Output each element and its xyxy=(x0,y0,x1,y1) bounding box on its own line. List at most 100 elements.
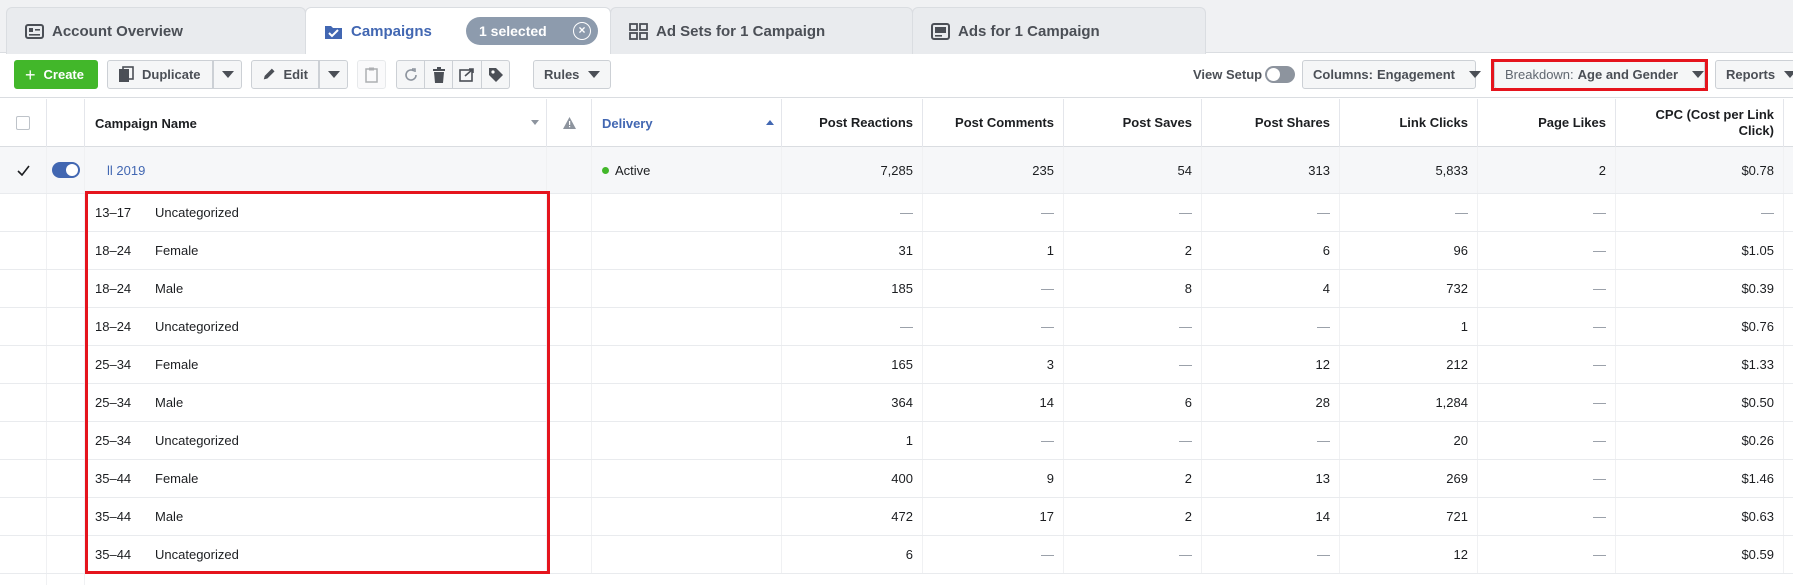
post-comments-cell: — xyxy=(923,422,1064,459)
column-header-post-shares[interactable]: Post Shares xyxy=(1202,99,1340,147)
tab-label: Ad Sets for 1 Campaign xyxy=(656,22,826,40)
page-likes-cell: — xyxy=(1478,270,1616,307)
warning-cell xyxy=(547,270,592,307)
age-range: 25–34 xyxy=(95,433,132,448)
column-header-post-reactions[interactable]: Post Reactions xyxy=(782,99,923,147)
view-setup-toggle[interactable] xyxy=(1265,66,1295,83)
tab-bar: Account Overview Ad Sets for 1 Campaign … xyxy=(0,0,1793,54)
column-header-delivery[interactable]: Delivery xyxy=(592,99,782,147)
link-clicks-cell: 96 xyxy=(1340,232,1478,269)
column-header-page-likes[interactable]: Page Likes xyxy=(1478,99,1616,147)
post-shares-cell: — xyxy=(1202,308,1340,345)
post-shares-cell: — xyxy=(1202,536,1340,573)
post-comments-cell: — xyxy=(923,194,1064,231)
breakdown-row: 18–24 Female 31 1 2 6 96— $1.05 xyxy=(0,232,1793,270)
column-header-link-clicks[interactable]: Link Clicks xyxy=(1340,99,1478,147)
gender: Uncategorized xyxy=(155,433,239,448)
tag-button[interactable] xyxy=(481,60,510,89)
post-saves-cell: 2 xyxy=(1064,232,1202,269)
page-likes-cell: — xyxy=(1478,460,1616,497)
select-all-checkbox[interactable] xyxy=(16,116,30,130)
export-button[interactable] xyxy=(452,60,481,89)
delivery-cell xyxy=(592,194,782,231)
post-comments-cell: 235 xyxy=(923,147,1064,193)
row-toggle-cell xyxy=(47,498,85,535)
selection-pill[interactable]: 1 selected × xyxy=(466,17,598,45)
post-shares-cell: 28 xyxy=(1202,384,1340,421)
column-header-label: Post Saves xyxy=(1122,115,1192,130)
campaign-on-off-toggle[interactable] xyxy=(51,162,80,178)
campaign-row[interactable]: ll 2019 Active 7,285 235 54 313 5,833 2 … xyxy=(0,147,1793,194)
edit-dropdown-button[interactable] xyxy=(319,60,348,89)
reports-label: Reports xyxy=(1726,67,1776,82)
column-header-post-comments[interactable]: Post Comments xyxy=(923,99,1064,147)
post-shares-cell: — xyxy=(1202,422,1340,459)
cpc-cell: — xyxy=(1616,194,1784,231)
duplicate-dropdown-button[interactable] xyxy=(213,60,242,89)
breakdown-dropdown[interactable]: Breakdown: Age and Gender xyxy=(1494,60,1705,89)
post-reactions-cell: 472 xyxy=(782,498,923,535)
warning-cell xyxy=(547,147,592,193)
age-range: 18–24 xyxy=(95,319,132,334)
duplicate-button[interactable]: Duplicate xyxy=(107,60,213,89)
clear-selection-icon[interactable]: × xyxy=(573,22,591,40)
tab-label: Account Overview xyxy=(52,22,183,40)
segment-name-cell: 25–34 Female xyxy=(85,346,547,383)
column-header-cpc[interactable]: CPC (Cost per Link Click) xyxy=(1616,99,1784,147)
plus-icon: + xyxy=(25,64,36,85)
clipboard-button[interactable] xyxy=(357,60,386,89)
post-comments-cell: — xyxy=(923,270,1064,307)
active-status-dot xyxy=(602,166,609,174)
row-select-cell xyxy=(0,232,47,269)
columns-dropdown[interactable]: Columns: Engagement xyxy=(1302,60,1481,89)
checkmark-icon[interactable] xyxy=(16,165,30,176)
column-header-campaign-name[interactable]: Campaign Name xyxy=(85,99,547,147)
edit-button[interactable]: Edit xyxy=(251,60,319,89)
delivery-cell xyxy=(592,308,782,345)
sort-indicator-icon xyxy=(531,120,539,125)
link-clicks-cell: 12 xyxy=(1340,536,1478,573)
warning-cell xyxy=(547,536,592,573)
campaign-name-link[interactable]: ll 2019 xyxy=(107,162,146,178)
row-select-cell xyxy=(0,147,47,193)
breakdown-row: 35–44 Female 400 9 2 13 269— $1.46 xyxy=(0,460,1793,498)
link-clicks-cell: 1,284 xyxy=(1340,384,1478,421)
column-header-warning[interactable] xyxy=(547,99,592,147)
breakdown-row: 18–24 Uncategorized — — — —1— $0.76 xyxy=(0,308,1793,346)
age-range: 18–24 xyxy=(95,281,132,296)
post-comments-cell: 3 xyxy=(923,346,1064,383)
segment-name-cell: 13–17 Uncategorized xyxy=(85,194,547,231)
cpc-cell: $0.26 xyxy=(1616,422,1784,459)
gender: Male xyxy=(155,395,184,410)
tab-ad-sets[interactable]: Ad Sets for 1 Campaign xyxy=(610,7,913,54)
cpc-cell: $0.76 xyxy=(1616,308,1784,345)
chevron-down-icon xyxy=(588,71,601,78)
table-row-partial xyxy=(0,574,1793,585)
delivery-cell: Active xyxy=(592,147,782,193)
post-reactions-cell: 7,285 xyxy=(782,147,923,193)
post-shares-cell: 4 xyxy=(1202,270,1340,307)
row-toggle-cell xyxy=(47,232,85,269)
delete-button[interactable] xyxy=(424,60,452,89)
post-comments-cell: — xyxy=(923,308,1064,345)
page-likes-cell: — xyxy=(1478,384,1616,421)
column-header-label: Link Clicks xyxy=(1399,115,1468,130)
tab-ads[interactable]: Ads for 1 Campaign xyxy=(912,7,1206,54)
row-toggle-cell xyxy=(47,270,85,307)
tab-account-overview[interactable]: Account Overview xyxy=(6,7,306,54)
column-header-label: Delivery xyxy=(602,115,653,131)
chevron-down-icon xyxy=(327,71,340,78)
refresh-button[interactable] xyxy=(396,60,424,89)
create-button[interactable]: + Create xyxy=(14,60,98,89)
post-comments-cell: 17 xyxy=(923,498,1064,535)
rules-button[interactable]: Rules xyxy=(533,60,611,89)
post-saves-cell: — xyxy=(1064,536,1202,573)
reports-dropdown[interactable]: Reports xyxy=(1715,60,1793,89)
post-saves-cell: 54 xyxy=(1064,147,1202,193)
column-header-post-saves[interactable]: Post Saves xyxy=(1064,99,1202,147)
breakdown-row: 13–17 Uncategorized — — — — — — — xyxy=(0,194,1793,232)
tab-label: Ads for 1 Campaign xyxy=(958,22,1100,40)
pencil-icon xyxy=(263,68,275,80)
cpc-cell: $0.63 xyxy=(1616,498,1784,535)
row-toggle-cell xyxy=(47,536,85,573)
